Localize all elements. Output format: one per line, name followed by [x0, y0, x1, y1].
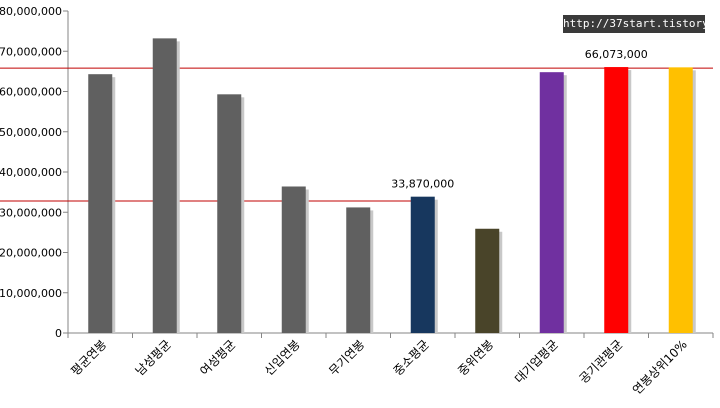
bar-4 — [281, 186, 306, 333]
y-tick-label: 0 — [55, 327, 62, 340]
bar-8 — [539, 72, 564, 334]
category-label: 남성평균 — [133, 337, 174, 378]
data-label: 33,870,000 — [391, 178, 454, 191]
category-label: 중위연봉 — [455, 337, 496, 378]
bar-1 — [88, 74, 113, 333]
bar-3 — [217, 94, 242, 333]
category-label: 중소평균 — [391, 337, 432, 378]
category-label: 공기관평균 — [576, 337, 625, 386]
bars — [88, 38, 696, 334]
y-tick-label: 50,000,000 — [0, 126, 62, 139]
category-label: 평균연봉 — [68, 337, 109, 378]
bar-7 — [475, 228, 500, 333]
bar-6 — [410, 196, 435, 333]
data-label: 66,073,000 — [585, 48, 648, 61]
y-tick-label: 80,000,000 — [0, 5, 62, 18]
category-label: 무기연봉 — [326, 337, 367, 378]
bar-9 — [604, 67, 629, 333]
y-tick-label: 30,000,000 — [0, 206, 62, 219]
axes: 0 10,000,000 20,000,000 30,000,000 40,000,00… — [0, 5, 714, 340]
y-tick-label: 40,000,000 — [0, 166, 62, 179]
y-tick-label: 10,000,000 — [0, 287, 62, 300]
category-label: 대기업평균 — [512, 337, 561, 386]
category-label: 신입연봉 — [262, 337, 303, 378]
category-label: 연봉상위10% — [630, 337, 690, 397]
bar-10 — [668, 67, 693, 333]
y-tick-label: 70,000,000 — [0, 45, 62, 58]
y-tick-label: 60,000,000 — [0, 86, 62, 99]
bar-5 — [346, 207, 371, 333]
watermark-url: http://37start.tistory.com — [563, 15, 720, 33]
category-label: 여성평균 — [197, 337, 238, 378]
reference-lines — [0, 67, 713, 202]
bar-2 — [152, 38, 177, 334]
y-tick-label: 20,000,000 — [0, 247, 62, 260]
